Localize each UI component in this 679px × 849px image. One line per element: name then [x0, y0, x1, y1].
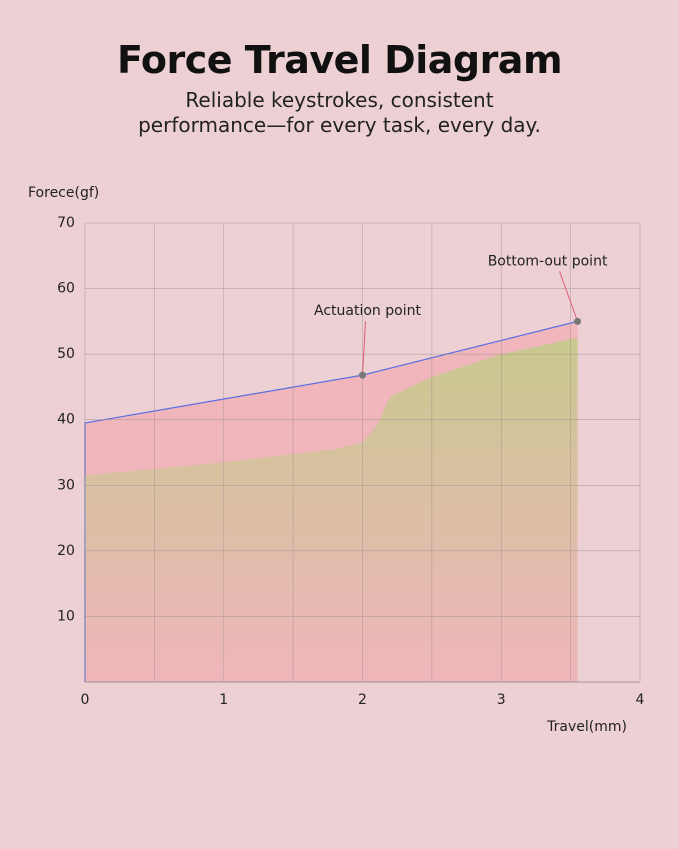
annotation: Actuation point [314, 303, 421, 319]
leader-line [559, 271, 579, 322]
x-tick-label: 0 [81, 692, 90, 708]
y-tick-label: 60 [57, 281, 75, 297]
x-tick-label: 3 [497, 692, 506, 708]
y-tick-label: 20 [57, 543, 75, 559]
annotation: Bottom-out point [488, 253, 608, 269]
area [85, 337, 578, 682]
y-axis-label: Forece(gf) [28, 185, 99, 201]
x-tick-label: 2 [358, 692, 367, 708]
x-tick-label: 1 [219, 692, 228, 708]
x-axis-label: Travel(mm) [546, 719, 627, 735]
x-tick-label: 4 [636, 692, 645, 708]
subtitle: performance—for every task, every day. [138, 113, 541, 137]
y-tick-label: 70 [57, 215, 75, 231]
y-tick-label: 10 [57, 608, 75, 624]
y-tick-label: 50 [57, 346, 75, 362]
point-marker [574, 317, 582, 325]
chart-title: Force Travel Diagram [116, 38, 563, 82]
leader-line [362, 321, 366, 376]
point-marker [359, 371, 366, 379]
y-tick-label: 40 [57, 412, 75, 428]
y-tick-label: 30 [57, 477, 75, 493]
subtitle: Reliable keystrokes, consistent [185, 88, 494, 112]
